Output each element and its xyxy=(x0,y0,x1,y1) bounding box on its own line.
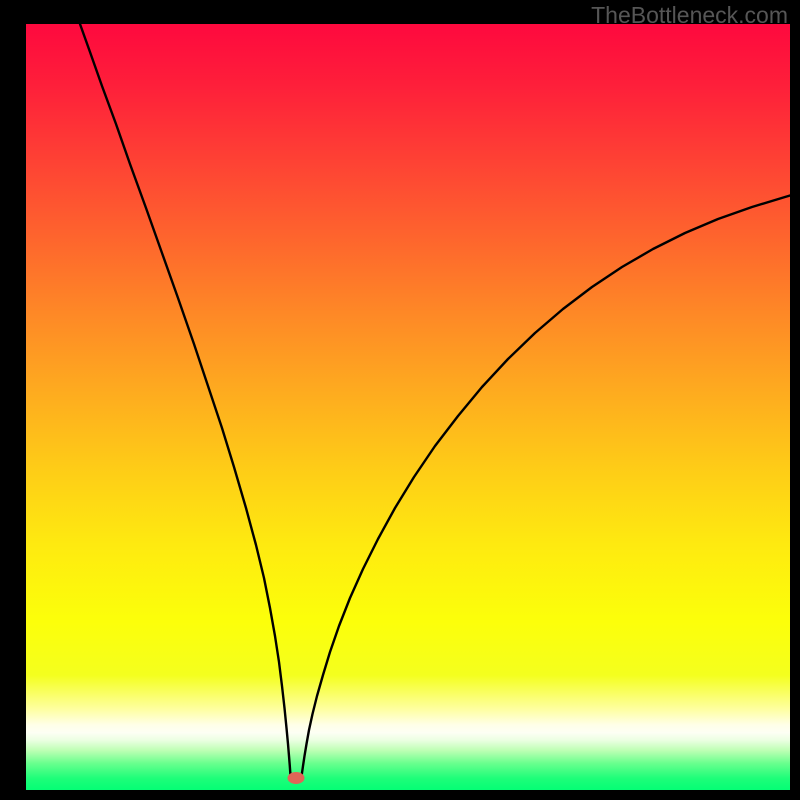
minimum-marker xyxy=(288,773,304,784)
plot-svg xyxy=(0,0,800,800)
gradient-background xyxy=(26,24,790,790)
watermark-text: TheBottleneck.com xyxy=(591,2,788,29)
